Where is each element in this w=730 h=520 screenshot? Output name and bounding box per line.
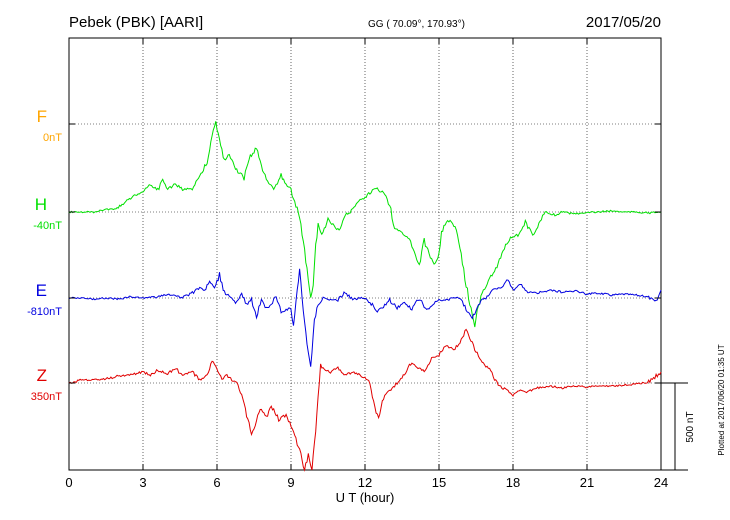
- series-lines: [68, 121, 662, 472]
- x-tick-label: 18: [506, 475, 520, 490]
- series-line-z: [68, 328, 662, 472]
- x-axis-label: U T (hour): [336, 490, 395, 505]
- x-tick-label: 9: [287, 475, 294, 490]
- series-name-h: H: [35, 195, 47, 214]
- x-tick-label: 24: [654, 475, 668, 490]
- series-line-e: [68, 268, 662, 367]
- series-offset-z: 350nT: [31, 391, 62, 403]
- series-offset-h: -40nT: [33, 220, 62, 232]
- series-name-f: F: [37, 107, 47, 126]
- series-name-e: E: [36, 281, 47, 300]
- x-axis-ticks: 0 3 6 9 12 15 18 21 24: [65, 38, 668, 490]
- x-tick-label: 0: [65, 475, 72, 490]
- x-tick-label: 15: [432, 475, 446, 490]
- series-line-h: [68, 121, 662, 328]
- grid: [69, 38, 661, 470]
- coordinates-label: GG ( 70.09°, 170.93°): [368, 19, 465, 30]
- x-tick-label: 6: [213, 475, 220, 490]
- station-title: Pebek (PBK) [AARI]: [69, 14, 203, 31]
- series-offset-f: 0nT: [43, 132, 62, 144]
- x-tick-label: 12: [358, 475, 372, 490]
- series-offset-e: -810nT: [27, 306, 62, 318]
- x-tick-label: 3: [139, 475, 146, 490]
- scale-bar: 500 nT: [661, 382, 696, 471]
- series-labels: F 0nT H -40nT E -810nT Z 350nT: [27, 107, 661, 403]
- x-tick-label: 21: [580, 475, 594, 490]
- scale-bar-label: 500 nT: [685, 411, 696, 442]
- date-label: 2017/05/20: [586, 14, 661, 31]
- plotted-timestamp: Plotted at 2017/06/20 01:35 UT: [717, 344, 726, 455]
- series-name-z: Z: [37, 366, 47, 385]
